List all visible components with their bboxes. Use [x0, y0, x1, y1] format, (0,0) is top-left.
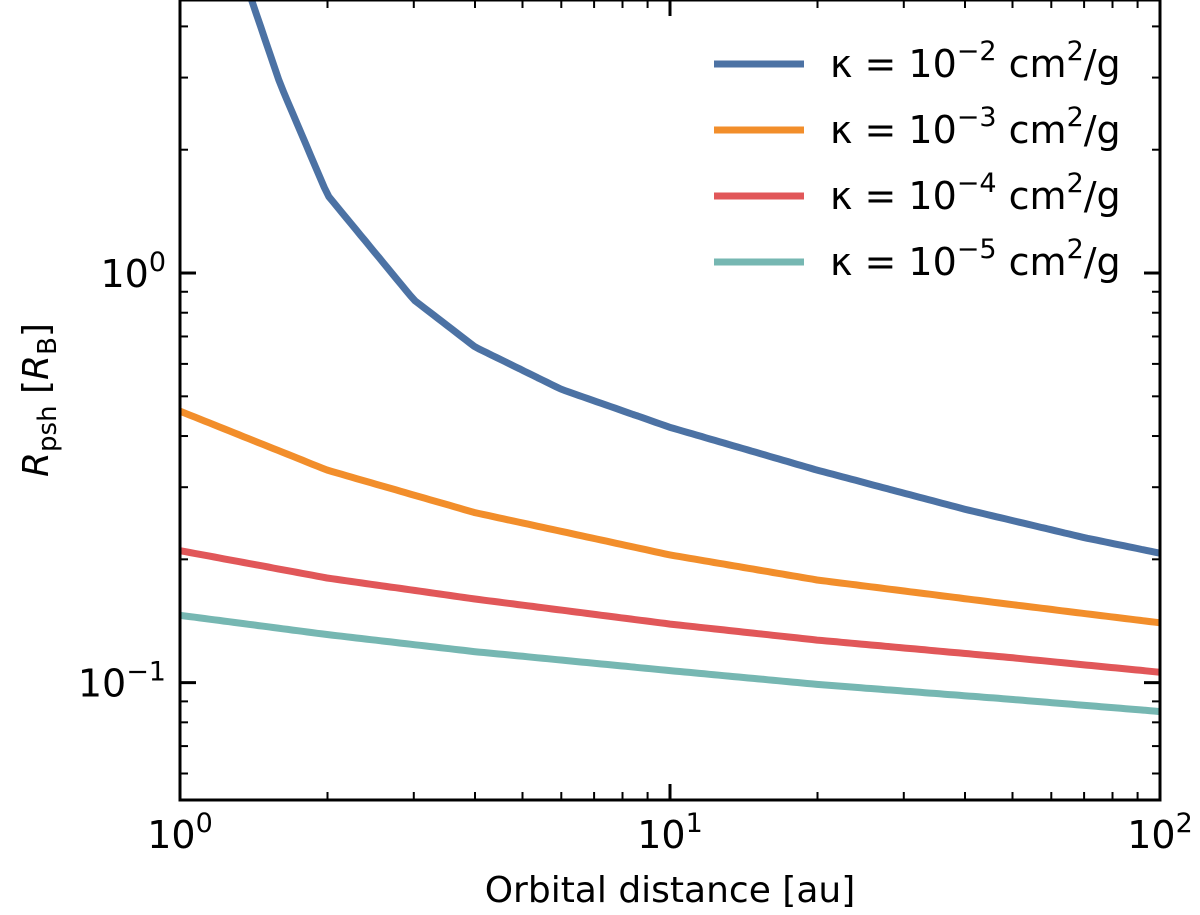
legend-label: κ = 10−4 cm2/g — [830, 168, 1121, 218]
legend-item-1: κ = 10−2 cm2/g — [714, 36, 1121, 86]
labels-layer: 100 101 102 10−1 100 Orbital distance [au] Rps… — [16, 247, 1193, 911]
plot-frame — [178, 0, 1162, 802]
x-tick-label: 102 — [1127, 808, 1193, 857]
x-tick-label: 100 — [147, 808, 213, 857]
legend-item-3: κ = 10−4 cm2/g — [714, 168, 1121, 218]
legend-item-2: κ = 10−3 cm2/g — [714, 102, 1121, 152]
series-line-2 — [180, 407, 1160, 627]
legend-label: κ = 10−3 cm2/g — [830, 102, 1121, 152]
y-axis-label: Rpsh [RB] — [16, 323, 63, 477]
series-line-3 — [180, 547, 1160, 676]
legend-label: κ = 10−5 cm2/g — [830, 234, 1121, 284]
x-tick-label: 101 — [637, 808, 703, 857]
series-line-4 — [180, 611, 1160, 716]
legend-item-4: κ = 10−5 cm2/g — [714, 234, 1121, 284]
x-axis-label: Orbital distance [au] — [485, 870, 856, 911]
series-line-1 — [248, 0, 1160, 557]
y-tick-label: 10−1 — [78, 657, 166, 706]
series-layer — [180, 0, 1160, 716]
legend-label: κ = 10−2 cm2/g — [830, 36, 1121, 86]
legend: κ = 10−2 cm2/g κ = 10−3 cm2/g κ = 10−4 cm2… — [714, 36, 1121, 284]
y-tick-label: 100 — [100, 247, 166, 296]
